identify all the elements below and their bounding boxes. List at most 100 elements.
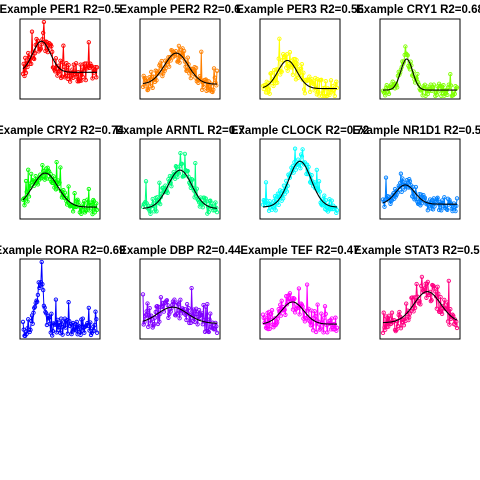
data-point: [307, 74, 312, 79]
data-point: [435, 195, 440, 200]
data-point: [141, 322, 146, 327]
data-point: [37, 285, 42, 291]
data-point: [76, 324, 82, 329]
data-point: [446, 278, 451, 284]
data-point: [310, 322, 315, 327]
data-point: [405, 53, 410, 58]
data-point: [64, 318, 70, 323]
data-point: [319, 311, 324, 316]
data-point: [323, 198, 328, 203]
data-point: [41, 19, 47, 25]
data-point: [140, 84, 146, 90]
data-point: [54, 159, 59, 165]
panel-title-dbp: Example DBP R2=0.44: [119, 245, 241, 257]
data-point: [82, 61, 88, 66]
data-point: [431, 284, 436, 289]
data-point: [82, 330, 87, 335]
panel-cry2: Example CRY2 R2=0.74: [0, 125, 124, 220]
data-point: [304, 282, 310, 287]
data-point: [401, 323, 407, 328]
data-point: [158, 201, 163, 207]
data-point: [53, 56, 59, 61]
data-point: [140, 204, 146, 210]
data-point: [318, 326, 323, 331]
data-point: [413, 184, 419, 190]
panel-title-cry2: Example CRY2 R2=0.74: [0, 125, 124, 137]
data-point: [85, 197, 90, 202]
data-point: [24, 331, 29, 336]
data-point: [94, 330, 100, 335]
data-point: [164, 298, 169, 304]
data-point: [265, 90, 270, 95]
data-point: [443, 204, 448, 209]
data-point: [24, 189, 29, 194]
data-point: [432, 204, 437, 209]
data-point: [50, 49, 55, 54]
fit-curve: [22, 40, 97, 73]
data-point: [195, 322, 200, 327]
data-point: [91, 328, 97, 333]
data-point: [31, 56, 36, 61]
data-point: [292, 296, 297, 301]
data-point: [181, 56, 186, 61]
data-point: [213, 200, 218, 205]
data-point: [24, 58, 29, 63]
data-point: [206, 209, 211, 215]
data-point: [383, 175, 389, 180]
panel-rora: Example RORA R2=0.69: [0, 245, 125, 340]
panel-title-clock: Example CLOCK R2=0.72: [231, 125, 369, 137]
plot-frame-tef: [259, 258, 341, 340]
data-point: [60, 60, 65, 65]
data-point: [284, 52, 290, 57]
data-point: [454, 325, 460, 331]
data-point: [435, 284, 440, 289]
data-point: [299, 61, 305, 67]
data-point: [21, 61, 26, 67]
data-point: [63, 73, 68, 79]
data-point: [88, 320, 93, 325]
plot-frame-clock: [259, 138, 341, 220]
data-point: [310, 328, 316, 333]
panel-title-per3: Example PER3 R2=0.56: [236, 4, 364, 16]
data-point: [176, 171, 182, 176]
data-point: [322, 304, 328, 309]
data-point: [425, 208, 430, 213]
data-point: [322, 315, 327, 320]
data-point: [276, 202, 281, 208]
data-point: [169, 184, 174, 189]
data-point: [70, 209, 76, 214]
data-point: [266, 87, 272, 92]
plot-area-cry1: [380, 44, 460, 99]
data-point: [157, 180, 162, 185]
data-point: [438, 294, 443, 300]
data-point: [334, 79, 339, 84]
data-point: [299, 154, 305, 159]
plot-frame-stat3: [379, 258, 461, 340]
data-point: [22, 203, 27, 208]
data-point: [57, 180, 62, 185]
data-point: [276, 56, 281, 61]
data-point: [267, 91, 272, 96]
data-point: [205, 301, 210, 307]
data-point: [172, 297, 177, 302]
data-point: [27, 181, 32, 187]
data-point: [67, 323, 73, 329]
plot-frame-nr1d1: [379, 138, 461, 220]
data-point: [452, 91, 457, 97]
data-point: [429, 298, 434, 303]
data-point: [35, 299, 40, 304]
data-point: [68, 321, 73, 327]
data-point: [312, 309, 317, 314]
data-point: [187, 312, 193, 318]
data-point: [325, 93, 330, 98]
data-point: [90, 76, 95, 81]
data-point: [85, 323, 91, 329]
plot-frame-arntl: [139, 138, 221, 220]
data-point: [386, 91, 392, 97]
data-point: [74, 74, 79, 80]
data-point: [29, 171, 34, 177]
data-point: [23, 195, 28, 200]
data-point: [294, 57, 299, 63]
data-point: [50, 180, 56, 186]
data-point: [33, 174, 38, 179]
